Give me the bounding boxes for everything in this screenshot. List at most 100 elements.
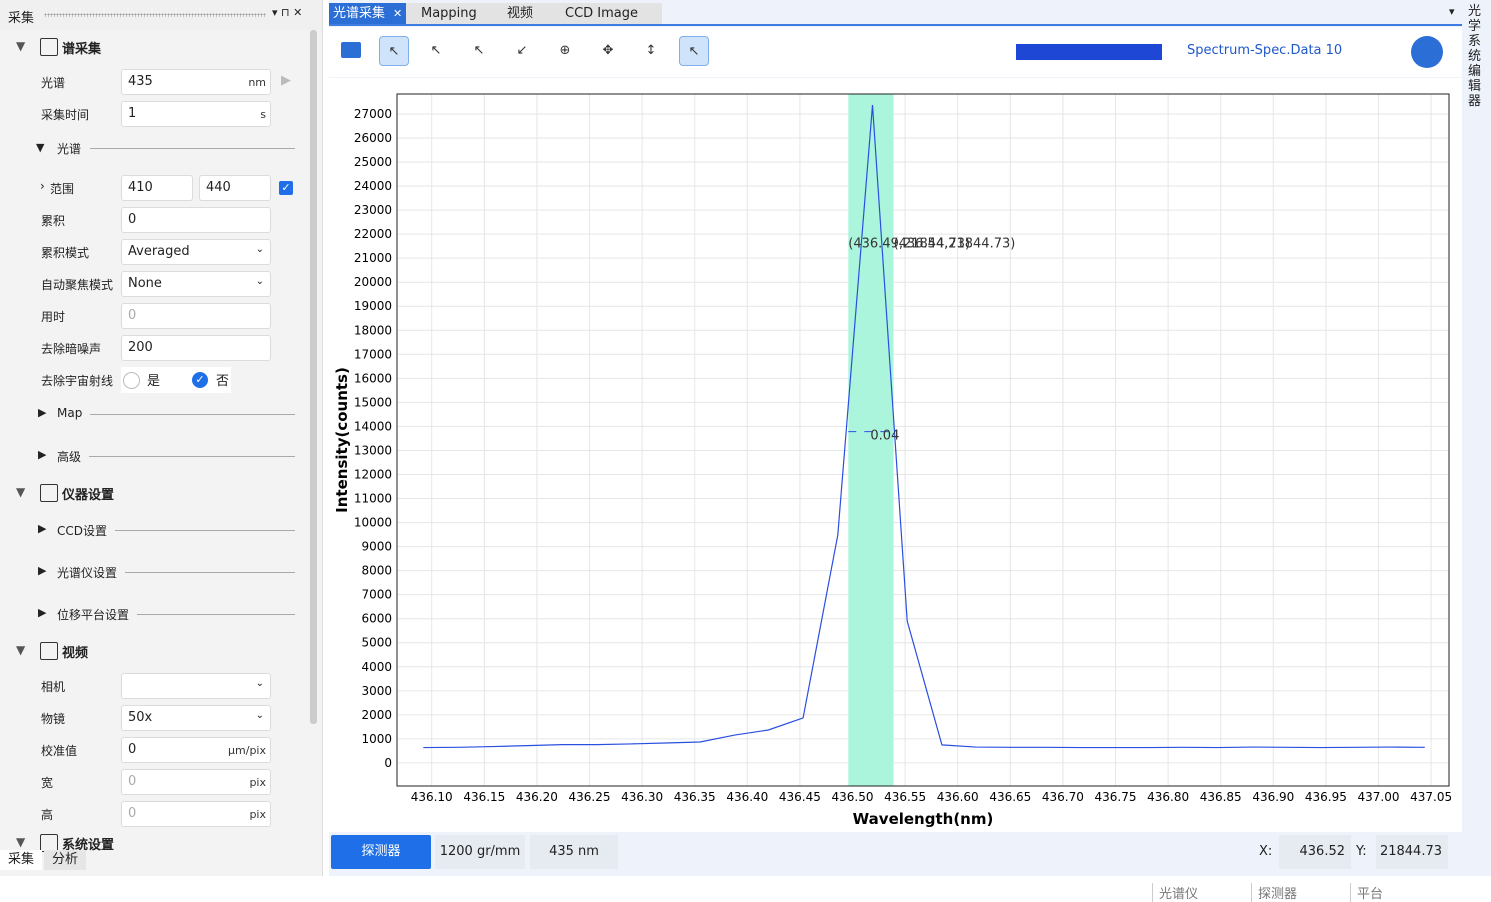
checkbox[interactable]: ✓ — [279, 181, 293, 195]
footer-item: 光谱仪 — [1152, 883, 1198, 902]
collapse-arrow[interactable]: ▼ — [16, 39, 26, 53]
group-title: 光谱 — [57, 142, 82, 156]
bottom-tab[interactable]: 分析 — [44, 850, 86, 870]
y-tick-label: 17000 — [354, 347, 392, 361]
y-tick-label: 21000 — [354, 251, 392, 265]
text-input[interactable]: 0 — [121, 303, 271, 329]
y-tick-label: 8000 — [361, 564, 392, 578]
y-axis-title: Intensity(counts) — [333, 367, 351, 513]
tool-button[interactable]: ↕ — [645, 43, 657, 58]
y-tick-label: 20000 — [354, 275, 392, 289]
x-tick-label: 436.40 — [726, 790, 768, 804]
y-tick-label: 4000 — [361, 660, 392, 674]
tab[interactable]: CCD Image — [565, 6, 639, 21]
right-dock: 光学系统编辑器 — [1462, 0, 1491, 876]
annotation: (436.49,21844.73) — [848, 237, 970, 252]
tab[interactable]: 光谱采集 ✕ — [329, 3, 407, 25]
text-input[interactable]: 440 — [199, 175, 271, 201]
y-tick-label: 3000 — [361, 684, 392, 698]
x-tick-label: 436.70 — [1042, 790, 1084, 804]
group-arrow[interactable]: ▶ — [38, 448, 47, 461]
detector-button[interactable]: 探测器 — [331, 835, 431, 869]
grating: 1200 gr/mm — [435, 835, 525, 869]
tool-button[interactable]: ⊕ — [559, 43, 571, 58]
y-tick-label: 5000 — [361, 636, 392, 650]
footer-item: 探测器 — [1251, 883, 1297, 902]
group-arrow[interactable]: ▼ — [36, 141, 45, 154]
collapse-arrow[interactable]: ▼ — [16, 485, 26, 499]
x-tick-label: 436.75 — [1095, 790, 1137, 804]
text-input[interactable]: 0 pix — [121, 801, 271, 827]
tool-button[interactable]: ✥ — [602, 43, 614, 58]
tool-button[interactable]: ↖ — [430, 43, 442, 58]
series-line — [423, 105, 1425, 749]
text-input[interactable]: 0 µm/pix — [121, 737, 271, 763]
field-label: 宽 — [41, 776, 54, 790]
menu-btn[interactable]: ▾ ⊓ ✕ — [272, 6, 303, 19]
highlight-band — [848, 94, 894, 786]
dropdown[interactable]: Averaged ⌄ — [121, 239, 271, 265]
section-icon — [40, 38, 58, 56]
tool-button[interactable]: ↖ — [473, 43, 485, 58]
text-input[interactable]: 0 pix — [121, 769, 271, 795]
field-label: 高 — [41, 808, 54, 822]
y-value: 21844.73 — [1376, 835, 1448, 869]
field-label: 自动聚焦模式 — [41, 278, 114, 292]
radio-yes[interactable] — [123, 372, 140, 389]
tool-button[interactable]: ↖ — [679, 36, 709, 66]
x-tick-label: 436.20 — [516, 790, 558, 804]
collapse-arrow[interactable]: ▼ — [16, 643, 26, 657]
footer: 光谱仪 探测器 平台 — [0, 876, 1491, 902]
x-tick-label: 437.00 — [1358, 790, 1400, 804]
expand-arrow[interactable]: › — [40, 179, 45, 193]
field-label: 去除暗噪声 — [41, 342, 102, 356]
right-tab[interactable]: 光学系统编辑器 — [1468, 4, 1482, 109]
collapse-arrow[interactable]: ▼ — [16, 835, 26, 849]
footer-item: 平台 — [1350, 883, 1383, 902]
tool-icon[interactable] — [341, 42, 361, 58]
y-tick-label: 23000 — [354, 203, 392, 217]
x-tick-label: 436.80 — [1147, 790, 1189, 804]
tab[interactable]: Mapping — [421, 6, 477, 21]
group-arrow[interactable]: ▶ — [38, 564, 47, 577]
dropdown[interactable]: ⌄ — [121, 673, 271, 699]
text-input[interactable]: 200 — [121, 335, 271, 361]
annotation: 0.04 — [870, 429, 899, 444]
group-line — [90, 148, 295, 149]
status-bar: 探测器 1200 gr/mm 435 nm X: 436.52 Y: 21844… — [329, 832, 1462, 872]
tab-close[interactable]: ✕ — [393, 7, 403, 20]
group-arrow[interactable]: ▶ — [38, 522, 47, 535]
export-button[interactable] — [1411, 36, 1443, 68]
x-value: 436.52 — [1279, 835, 1351, 869]
dataset-name: Spectrum-Spec.Data 10 — [1187, 43, 1343, 58]
group-arrow[interactable]: ▶ — [38, 606, 47, 619]
bottom-tab[interactable]: 采集 — [0, 850, 42, 870]
tab-menu[interactable]: ▾ — [1449, 5, 1455, 18]
dropdown[interactable]: 50x ⌄ — [121, 705, 271, 731]
play-arrow[interactable]: ▶ — [281, 73, 291, 88]
scrollbar[interactable] — [310, 30, 317, 724]
text-input[interactable]: 435 nm — [121, 69, 271, 95]
field-label: 范围 — [50, 182, 75, 196]
section-title: 系统设置 — [62, 838, 115, 853]
dropdown[interactable]: None ⌄ — [121, 271, 271, 297]
text-input[interactable]: 410 — [121, 175, 193, 201]
y-tick-label: 1000 — [361, 732, 392, 746]
tab[interactable]: 视频 — [507, 6, 534, 21]
main-area: 光谱采集 ✕ Mapping 视频 CCD Image ▾ Spectrum-Spec.… — [329, 0, 1462, 876]
group-title: CCD设置 — [57, 522, 115, 539]
field-label: 累积模式 — [41, 246, 90, 260]
radio-no[interactable]: ✓ — [192, 372, 208, 388]
tool-button[interactable]: ↙ — [516, 43, 528, 58]
dropdown-arrow: ⌄ — [255, 276, 264, 287]
tool-button[interactable]: ↖ — [379, 36, 409, 66]
text-input[interactable]: 0 — [121, 207, 271, 233]
group-line — [60, 530, 295, 531]
radio-label: 是 — [147, 374, 161, 389]
field-label: 累积 — [41, 214, 66, 228]
chart: Wavelength(nm) Intensity(counts) 0 1000 20… — [329, 78, 1462, 832]
x-axis-title: Wavelength(nm) — [853, 810, 994, 828]
group-arrow[interactable]: ▶ — [38, 406, 47, 419]
group-title: 位移平台设置 — [57, 606, 138, 623]
